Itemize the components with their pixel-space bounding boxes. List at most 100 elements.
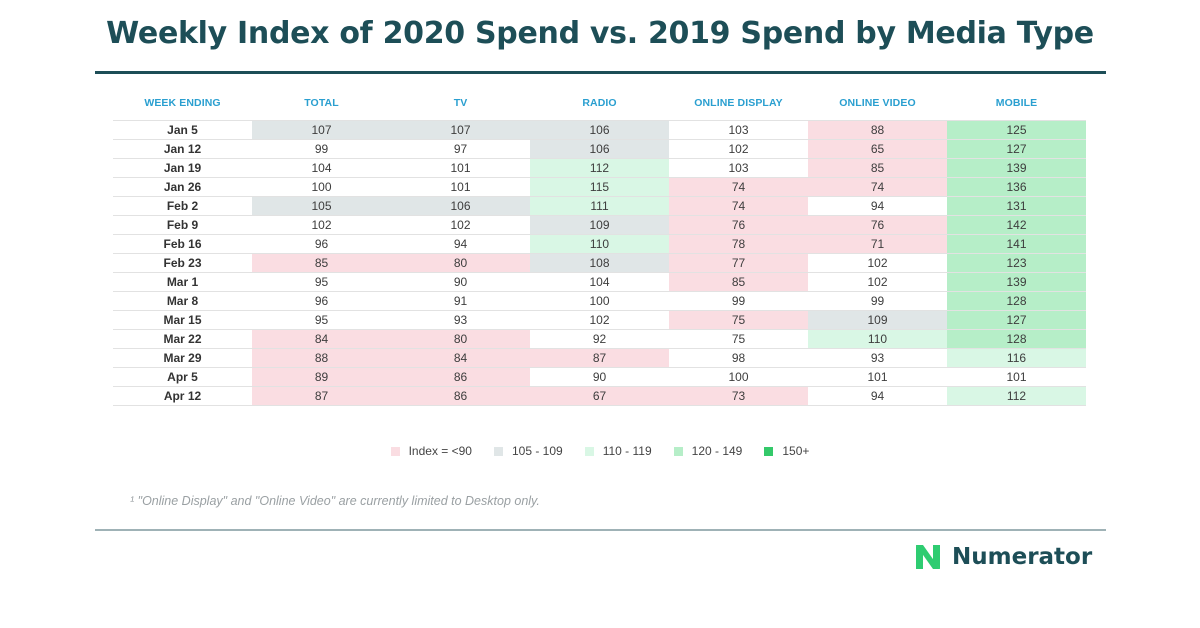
- index-cell: 99: [870, 294, 885, 308]
- week-ending-cell: Jan 12: [163, 142, 202, 156]
- chart-title: Weekly Index of 2020 Spend vs. 2019 Spen…: [106, 16, 1094, 51]
- index-cell: 93: [453, 313, 468, 327]
- index-cell: 139: [947, 159, 1086, 177]
- week-ending-cell: Apr 5: [167, 370, 198, 384]
- legend-label: 110 - 119: [602, 444, 652, 458]
- index-cell: 101: [1006, 370, 1027, 384]
- column-header: ONLINE VIDEO: [839, 97, 916, 109]
- index-cell: 100: [589, 294, 610, 308]
- legend-swatch: [764, 446, 774, 456]
- legend-item: 120 - 149: [673, 444, 742, 458]
- week-ending-cell: Jan 26: [163, 180, 202, 194]
- index-cell: 86: [391, 368, 530, 386]
- index-cell: 103: [728, 161, 749, 175]
- index-cell: 74: [669, 178, 808, 196]
- index-cell: 107: [252, 121, 391, 139]
- index-cell: 107: [391, 121, 530, 139]
- index-cell: 94: [870, 389, 885, 403]
- week-ending-cell: Mar 8: [166, 294, 199, 308]
- index-cell: 85: [808, 159, 947, 177]
- legend-item: 150+: [764, 444, 809, 458]
- index-cell: 116: [947, 349, 1086, 367]
- table-row: Mar 1 95 90 104 85 102 139: [113, 273, 1086, 292]
- index-cell: 96: [314, 237, 329, 251]
- logo-wordmark: Numerator: [952, 544, 1093, 570]
- index-cell: 99: [314, 142, 329, 156]
- index-cell: 101: [450, 180, 471, 194]
- index-cell: 125: [947, 121, 1086, 139]
- table-row: Mar 29 88 84 87 98 93 116: [113, 349, 1086, 368]
- index-cell: 92: [592, 332, 607, 346]
- legend-label: 150+: [782, 444, 810, 458]
- week-ending-cell: Feb 2: [166, 199, 199, 213]
- index-cell: 102: [728, 142, 749, 156]
- table-row: Feb 23 85 80 108 77 102 123: [113, 254, 1086, 273]
- index-cell: 131: [947, 197, 1086, 215]
- week-ending-cell: Mar 29: [163, 351, 202, 365]
- index-cell: 85: [669, 273, 808, 291]
- index-cell: 102: [589, 313, 610, 327]
- index-cell: 91: [453, 294, 468, 308]
- index-cell: 106: [530, 140, 669, 158]
- column-header: TOTAL: [304, 97, 339, 109]
- index-cell: 96: [314, 294, 329, 308]
- column-header: ONLINE DISPLAY: [694, 97, 783, 109]
- index-cell: 93: [870, 351, 885, 365]
- index-cell: 90: [453, 275, 468, 289]
- index-cell: 141: [947, 235, 1086, 253]
- spend-index-table: WEEK ENDING TOTAL TV RADIO ONLINE DISPLAY ONL…: [113, 94, 1086, 406]
- index-cell: 75: [669, 311, 808, 329]
- index-cell: 73: [669, 387, 808, 405]
- column-header: WEEK ENDING: [144, 97, 221, 109]
- table-row: Jan 12 99 97 106 102 65 127: [113, 140, 1086, 159]
- table-row: Feb 2 105 106 111 74 94 131: [113, 197, 1086, 216]
- index-cell: 102: [450, 218, 471, 232]
- week-ending-cell: Jan 19: [163, 161, 202, 175]
- week-ending-cell: Mar 22: [163, 332, 202, 346]
- index-cell: 80: [391, 254, 530, 272]
- legend-item: Index = <90: [390, 444, 472, 458]
- index-cell: 101: [867, 370, 888, 384]
- index-cell: 104: [311, 161, 332, 175]
- index-cell: 75: [731, 332, 746, 346]
- index-cell: 87: [530, 349, 669, 367]
- index-cell: 108: [530, 254, 669, 272]
- column-header: MOBILE: [995, 97, 1038, 109]
- index-cell: 105: [252, 197, 391, 215]
- index-cell: 128: [947, 292, 1086, 310]
- index-cell: 65: [808, 140, 947, 158]
- index-cell: 99: [731, 294, 746, 308]
- index-cell: 100: [728, 370, 749, 384]
- index-cell: 142: [947, 216, 1086, 234]
- top-divider: [95, 71, 1106, 74]
- index-cell: 95: [314, 313, 329, 327]
- index-cell: 128: [947, 330, 1086, 348]
- index-cell: 103: [728, 123, 749, 137]
- week-ending-cell: Feb 16: [163, 237, 202, 251]
- index-cell: 109: [808, 311, 947, 329]
- index-cell: 109: [530, 216, 669, 234]
- index-cell: 88: [808, 121, 947, 139]
- index-cell: 88: [252, 349, 391, 367]
- index-cell: 86: [391, 387, 530, 405]
- column-header: TV: [453, 97, 468, 109]
- index-cell: 136: [947, 178, 1086, 196]
- table-row: Mar 15 95 93 102 75 109 127: [113, 311, 1086, 330]
- legend-swatch: [673, 446, 683, 456]
- index-cell: 110: [808, 330, 947, 348]
- index-cell: 102: [867, 256, 888, 270]
- footnote: ¹ "Online Display" and "Online Video" ar…: [130, 494, 540, 508]
- index-cell: 106: [530, 121, 669, 139]
- index-cell: 102: [311, 218, 332, 232]
- index-cell: 102: [867, 275, 888, 289]
- table-row: Apr 12 87 86 67 73 94 112: [113, 387, 1086, 406]
- table-row: Mar 8 96 91 100 99 99 128: [113, 292, 1086, 311]
- index-cell: 95: [314, 275, 329, 289]
- index-cell: 111: [530, 197, 669, 215]
- bottom-divider: [95, 529, 1106, 531]
- legend-swatch: [584, 446, 594, 456]
- index-cell: 84: [252, 330, 391, 348]
- index-cell: 77: [669, 254, 808, 272]
- index-cell: 94: [453, 237, 468, 251]
- index-cell: 84: [391, 349, 530, 367]
